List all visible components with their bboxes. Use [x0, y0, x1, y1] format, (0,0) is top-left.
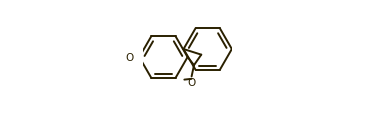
- Text: O: O: [125, 53, 133, 62]
- Text: O: O: [187, 77, 196, 87]
